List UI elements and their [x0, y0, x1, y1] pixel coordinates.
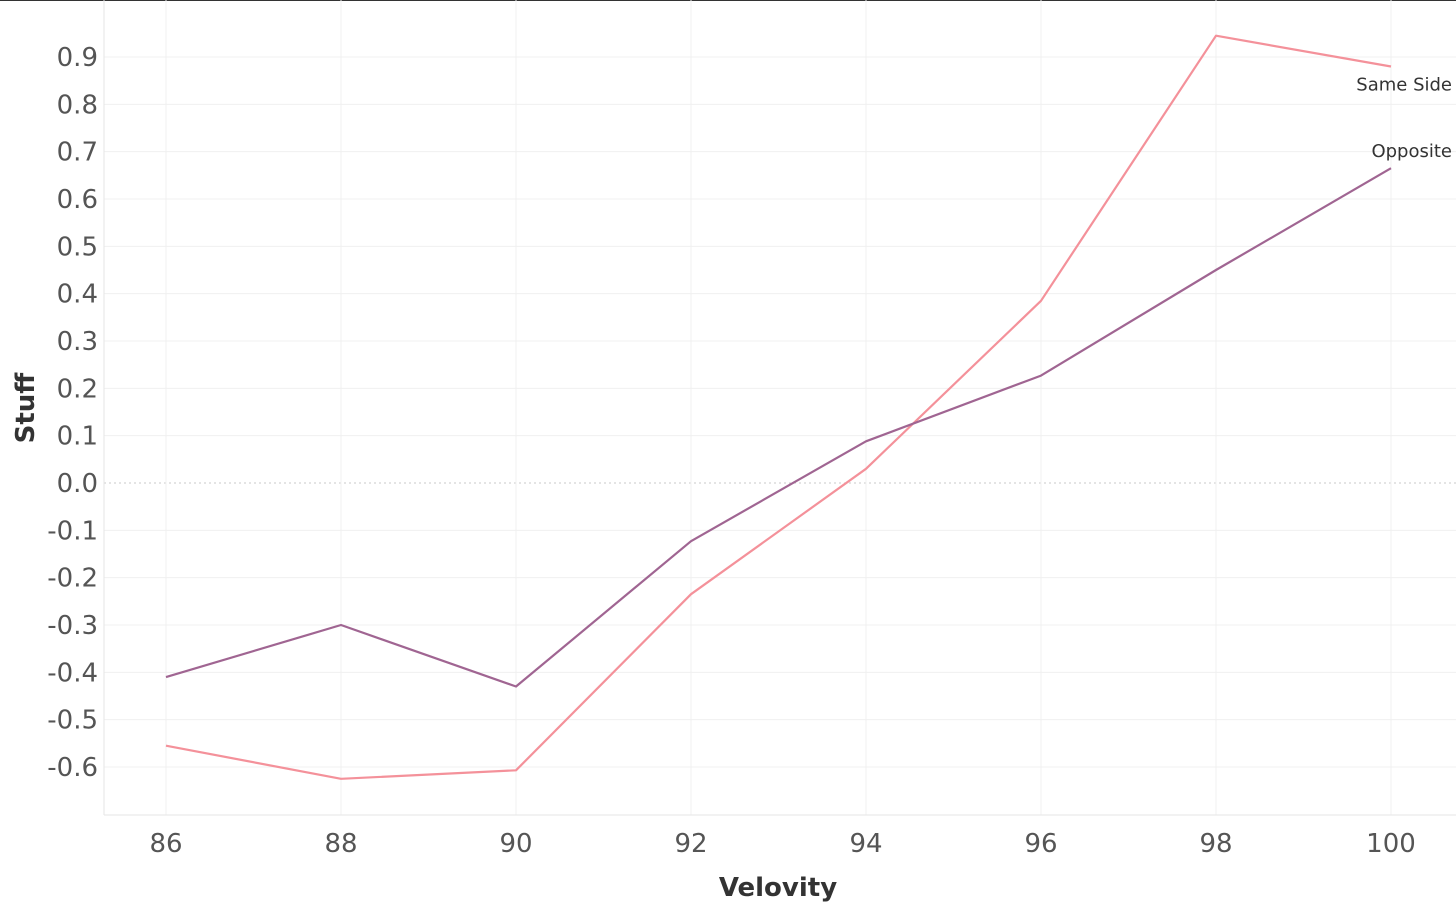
y-tick-label: 0.0	[57, 469, 98, 499]
series-lines	[165, 34, 1392, 780]
x-tick-label: 86	[149, 829, 182, 859]
x-tick-label: 100	[1366, 829, 1416, 859]
x-tick-label: 90	[499, 829, 532, 859]
series-label-opposite: Opposite	[1371, 141, 1452, 162]
series-line-opposite	[165, 167, 1392, 688]
y-tick-label: 0.3	[57, 327, 98, 357]
y-tick-label: 0.9	[57, 43, 98, 73]
series-line-same-side	[165, 34, 1392, 780]
x-tick-label: 88	[324, 829, 357, 859]
x-tick-label: 96	[1024, 829, 1057, 859]
y-axis-title: Stuff	[11, 372, 41, 444]
y-tick-label: 0.6	[57, 185, 98, 215]
x-tick-label: 98	[1199, 829, 1232, 859]
x-tick-label: 92	[674, 829, 707, 859]
y-tick-label: 0.8	[57, 90, 98, 120]
y-tick-label: -0.3	[47, 611, 98, 641]
y-tick-label: -0.6	[47, 753, 98, 783]
y-tick-label: -0.2	[47, 564, 98, 594]
y-tick-label: -0.1	[47, 516, 98, 546]
y-tick-label: 0.5	[57, 232, 98, 262]
y-tick-label: -0.4	[47, 658, 98, 688]
y-tick-label: 0.7	[57, 138, 98, 168]
tick-labels: -0.6 -0.5 -0.4 -0.3 -0.2 -0.1 0.0 0.1 0.2 0.3 0.4 0…	[47, 43, 1452, 859]
y-tick-label: -0.5	[47, 706, 98, 736]
series-label-same-side: Same Side	[1356, 74, 1452, 95]
axes	[103, 0, 1456, 816]
x-tick-label: 94	[849, 829, 882, 859]
y-tick-label: 0.2	[57, 374, 98, 404]
y-tick-label: 0.1	[57, 422, 98, 452]
x-axis-title: Velovity	[719, 873, 837, 903]
y-tick-label: 0.4	[57, 280, 98, 310]
top-border	[0, 0, 1456, 1]
gridlines	[104, 0, 1456, 815]
